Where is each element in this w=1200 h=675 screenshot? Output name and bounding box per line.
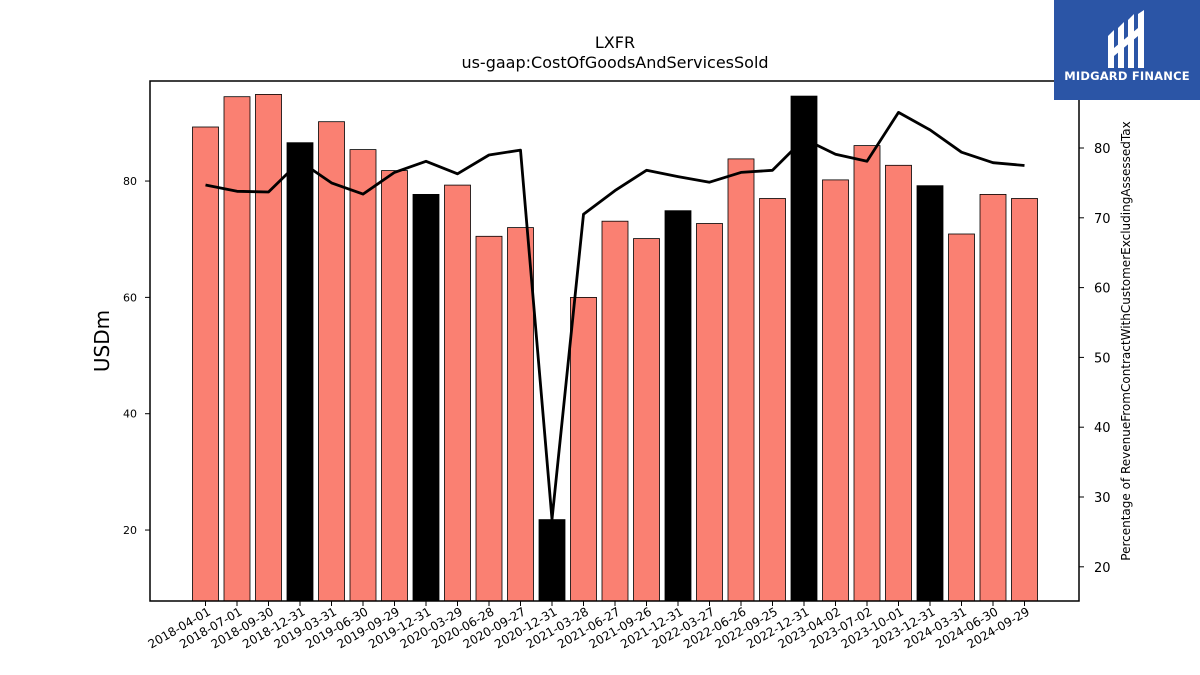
y2-axis-label: Percentage of RevenueFromContractWithCus… xyxy=(1119,121,1133,560)
bar-2018-09-30 xyxy=(255,94,282,602)
y-axis-label: USDm xyxy=(90,310,114,372)
bar-2019-06-30 xyxy=(349,149,377,602)
midgard-logo-icon xyxy=(1108,10,1144,68)
bar-2024-06-30 xyxy=(979,193,1007,602)
y-tick-label: 60 xyxy=(123,291,137,304)
bar-2019-03-31 xyxy=(318,121,345,602)
y2-tick-label: 70 xyxy=(1094,212,1111,227)
bar-2020-06-28 xyxy=(475,235,503,602)
y2-tick-label: 60 xyxy=(1094,282,1111,297)
y2-tick-label: 50 xyxy=(1094,351,1111,366)
line-series xyxy=(205,111,1025,521)
chart-title: LXFR xyxy=(595,33,635,52)
bar-2020-03-29 xyxy=(444,184,471,602)
brand-name: MIDGARD FINANCE xyxy=(1064,69,1190,83)
bar-2021-12-31 xyxy=(664,210,692,602)
bar-2024-09-29 xyxy=(1011,198,1038,602)
bar-2023-12-31 xyxy=(916,185,944,602)
bar-2021-09-26 xyxy=(633,238,660,602)
y2-tick-label: 80 xyxy=(1094,142,1111,157)
bar-2022-06-26 xyxy=(727,158,755,602)
brand-logo: MIDGARD FINANCE xyxy=(1054,0,1200,100)
bar-2018-12-31 xyxy=(286,142,314,602)
bar-2018-04-01 xyxy=(192,126,219,602)
bar-series xyxy=(192,94,1038,602)
y-tick-label: 40 xyxy=(123,408,137,421)
x-axis: 2018-04-012018-07-012018-09-302018-12-31… xyxy=(146,601,1032,651)
right-axis: 20 30 40 50 60 70 80 xyxy=(1079,142,1111,576)
y-tick-label: 20 xyxy=(123,524,137,537)
y2-tick-label: 40 xyxy=(1094,421,1111,436)
bar-2022-12-31 xyxy=(790,95,818,602)
bar-2020-12-31 xyxy=(538,519,566,602)
y-tick-label: 80 xyxy=(123,175,137,188)
bar-2022-03-27 xyxy=(696,223,723,602)
bar-2024-03-31 xyxy=(948,233,975,602)
chart-subtitle: us-gaap:CostOfGoodsAndServicesSold xyxy=(461,53,768,72)
bar-2023-07-02 xyxy=(853,145,881,602)
left-axis: 20 40 60 80 xyxy=(123,175,150,537)
bar-2021-06-27 xyxy=(601,220,629,602)
y2-tick-label: 20 xyxy=(1094,561,1111,576)
bar-2021-03-28 xyxy=(570,296,597,602)
bar-2020-09-27 xyxy=(507,227,534,602)
bar-2019-09-29 xyxy=(381,170,408,602)
bar-2022-09-25 xyxy=(759,198,786,602)
bar-2019-12-31 xyxy=(412,193,440,602)
y2-tick-label: 30 xyxy=(1094,491,1111,506)
bar-2023-10-01 xyxy=(885,164,912,602)
bar-2023-04-02 xyxy=(822,179,849,602)
bar-2018-07-01 xyxy=(223,96,251,602)
percentage-line xyxy=(205,111,1025,521)
